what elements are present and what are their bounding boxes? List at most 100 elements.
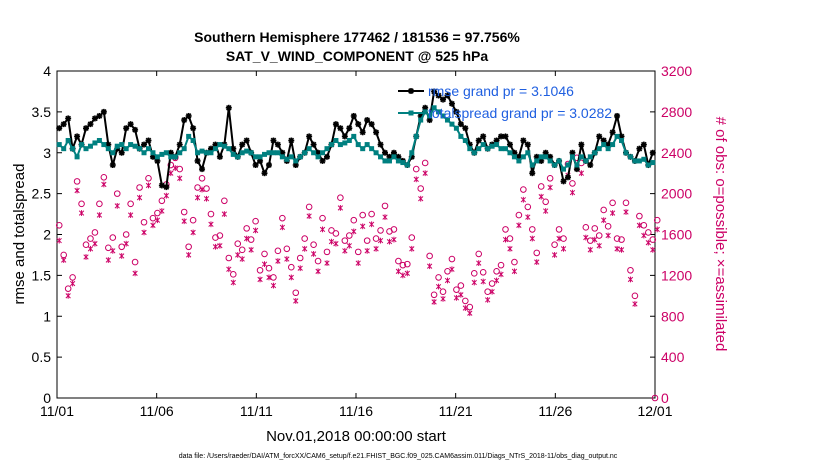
totalspread-marker <box>315 154 321 160</box>
possible-obs-marker <box>323 248 331 256</box>
totalspread-marker <box>413 133 419 139</box>
assimilated-obs-marker <box>484 297 491 303</box>
assimilated-obs-marker <box>159 208 165 214</box>
possible-obs-marker <box>497 261 505 269</box>
rmse-marker <box>127 121 134 128</box>
assimilated-obs-marker <box>221 211 228 217</box>
rmse-marker <box>364 117 371 124</box>
possible-obs-marker <box>582 224 590 231</box>
possible-obs-marker <box>417 185 425 192</box>
assimilated-obs-marker <box>440 295 446 302</box>
assimilated-obs-marker <box>578 170 585 177</box>
possible-obs-marker <box>600 206 607 214</box>
assimilated-obs-marker <box>493 277 500 284</box>
possible-obs-marker <box>542 198 549 206</box>
possible-obs-marker <box>341 237 349 244</box>
totalspread-marker <box>369 146 375 152</box>
totalspread-marker <box>561 166 567 172</box>
possible-obs-marker <box>533 249 541 257</box>
rmse-marker <box>350 112 357 119</box>
totalspread-marker <box>244 148 250 154</box>
assimilated-obs-marker <box>395 268 402 275</box>
totalspread-marker <box>110 150 116 156</box>
rmse-marker <box>74 133 81 140</box>
possible-obs-marker <box>87 235 94 242</box>
totalspread-marker <box>114 143 120 149</box>
possible-obs-marker <box>560 235 567 242</box>
possible-obs-marker <box>502 226 509 233</box>
rmse-marker <box>377 141 384 148</box>
assimilated-obs-marker <box>324 260 330 267</box>
possible-obs-marker <box>136 184 143 191</box>
y-axis-label-right: # of obs: o=possible; ×=assimilated <box>712 117 729 352</box>
x-tick-label: 11/11 <box>240 403 273 419</box>
possible-obs-marker <box>421 159 429 167</box>
rmse-marker <box>123 125 130 132</box>
totalspread-marker <box>556 158 562 164</box>
rmse-marker <box>462 125 469 132</box>
rmse-marker <box>154 157 161 164</box>
rmse-marker <box>310 141 317 148</box>
assimilated-obs-marker <box>480 278 486 285</box>
possible-obs-marker <box>328 227 335 234</box>
legend-spread-label: totalspread grand pr = 3.0282 <box>428 105 612 121</box>
rmse-marker <box>573 166 580 173</box>
y-tick-label-left: 1 <box>43 308 51 324</box>
rmse-spread-lines <box>56 88 656 191</box>
totalspread-marker <box>262 151 268 157</box>
totalspread-marker <box>507 150 513 156</box>
assimilated-obs-marker <box>69 280 76 287</box>
possible-obs-marker <box>261 250 268 258</box>
possible-obs-marker <box>118 243 126 251</box>
assimilated-obs-marker <box>426 263 433 270</box>
totalspread-marker <box>279 154 285 160</box>
totalspread-marker <box>284 156 290 162</box>
totalspread-marker <box>70 146 76 152</box>
totalspread-marker <box>596 146 602 152</box>
assimilated-obs-marker <box>605 232 611 239</box>
possible-obs-marker <box>274 247 282 255</box>
assimilated-obs-marker <box>360 223 366 230</box>
possible-obs-marker <box>631 292 639 300</box>
totalspread-marker <box>552 162 558 168</box>
rmse-marker <box>596 133 603 140</box>
assimilated-obs-marker <box>78 210 85 216</box>
possible-obs-marker <box>185 243 192 251</box>
assimilated-obs-marker <box>150 222 156 229</box>
assimilated-obs-marker <box>154 217 161 224</box>
possible-obs-marker <box>439 288 447 296</box>
totalspread-marker <box>306 146 312 152</box>
possible-obs-marker <box>475 250 483 258</box>
totalspread-marker <box>56 142 62 148</box>
rmse-marker <box>587 162 594 169</box>
possible-obs-marker <box>488 280 496 287</box>
totalspread-marker <box>498 146 504 152</box>
totalspread-marker <box>386 158 392 164</box>
assimilated-obs-marker <box>534 259 540 265</box>
totalspread-marker <box>409 150 415 156</box>
rmse-marker <box>448 100 455 107</box>
obs-count-markers <box>55 154 661 402</box>
assimilated-obs-marker <box>185 252 192 258</box>
assimilated-obs-marker <box>127 212 134 218</box>
assimilated-obs-marker <box>244 235 250 242</box>
assimilated-obs-marker <box>87 245 94 252</box>
possible-obs-marker <box>319 214 326 222</box>
totalspread-marker <box>645 162 651 168</box>
assimilated-obs-marker <box>141 229 147 236</box>
totalspread-marker <box>208 150 214 156</box>
possible-obs-marker <box>528 226 536 233</box>
totalspread-marker <box>226 146 232 152</box>
possible-obs-marker <box>627 266 634 274</box>
totalspread-marker <box>525 150 531 156</box>
assimilated-obs-marker <box>226 266 232 273</box>
totalspread-marker <box>230 151 236 157</box>
y-tick-label-left: 2 <box>43 227 51 243</box>
y-tick-label-right: 0 <box>661 390 669 406</box>
totalspread-marker <box>288 154 294 160</box>
possible-obs-marker <box>332 230 340 237</box>
totalspread-marker <box>578 154 584 160</box>
rmse-marker <box>158 182 165 189</box>
totalspread-marker <box>636 158 642 164</box>
assimilated-obs-marker <box>583 234 589 241</box>
